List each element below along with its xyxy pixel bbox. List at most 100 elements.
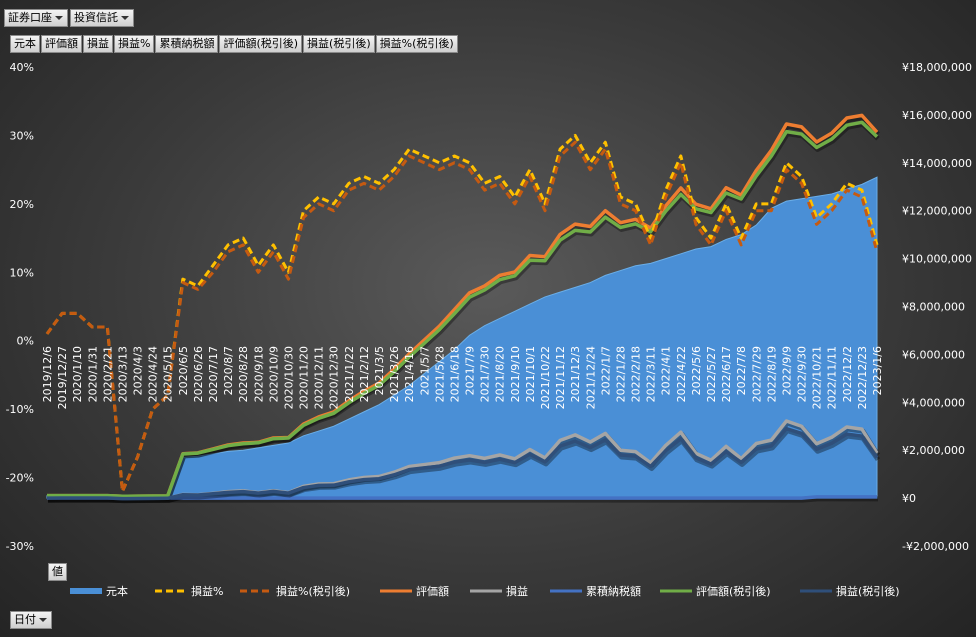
x-tick-label: 2022/9/30: [796, 346, 809, 402]
x-tick-label: 2020/8/28: [237, 346, 250, 402]
x-tick-label: 2021/11/12: [554, 346, 567, 409]
value-field-button[interactable]: 元本: [10, 35, 40, 53]
line-series: [46, 426, 879, 501]
x-tick-label: 2020/2/21: [101, 346, 114, 402]
x-tick-label: 2022/6/17: [720, 346, 733, 402]
values-button[interactable]: 値: [48, 563, 67, 581]
x-tick-label: 2020/10/30: [282, 346, 295, 409]
x-tick-label: 2019/12/6: [41, 346, 54, 402]
x-tick-label: 2022/7/29: [750, 346, 763, 402]
x-tick-label: 2020/5/15: [162, 346, 175, 402]
x-tick-label: 2020/6/5: [177, 346, 190, 395]
x-tick-label: 2022/5/27: [705, 346, 718, 402]
x-tick-label: 2021/6/18: [448, 346, 461, 402]
y-tick-label: -30%: [6, 540, 34, 553]
y-tick-label: 40%: [10, 61, 34, 74]
x-tick-label: 2021/8/20: [494, 346, 507, 402]
y2-tick-label: ¥14,000,000: [902, 157, 972, 170]
x-tick-label: 2021/10/22: [539, 346, 552, 409]
x-tick-label: 2021/5/7: [418, 346, 431, 395]
report-filter-button[interactable]: 投資信託: [70, 9, 134, 27]
line-series: [45, 140, 879, 493]
x-tick-label: 2022/7/8: [735, 346, 748, 395]
y2-tick-label: -¥2,000,000: [902, 540, 969, 553]
x-tick-label: 2022/10/21: [811, 346, 824, 409]
report-filter-button[interactable]: 証券口座: [4, 9, 68, 27]
axis-field-button[interactable]: 日付: [10, 611, 52, 629]
x-tick-label: 2022/3/11: [645, 346, 658, 402]
value-field-button[interactable]: 損益(税引後): [303, 35, 375, 53]
y-tick-label: -10%: [6, 403, 34, 416]
x-tick-label: 2020/9/18: [252, 346, 265, 402]
y-tick-label: 30%: [10, 129, 34, 142]
x-tick-label: 2022/4/22: [675, 346, 688, 402]
value-field-button[interactable]: 損益: [83, 35, 113, 53]
y-tick-label: 20%: [10, 198, 34, 211]
x-tick-label: 2021/4/16: [403, 346, 416, 402]
x-tick-label: 2021/1/22: [343, 346, 356, 402]
x-tick-label: 2022/12/23: [856, 346, 869, 409]
y-tick-label: 10%: [10, 266, 34, 279]
x-tick-label: 2020/3/13: [116, 346, 129, 402]
x-tick-label: 2022/11/11: [826, 346, 839, 409]
x-tick-label: 2020/10/9: [267, 346, 280, 402]
y2-tick-label: ¥6,000,000: [902, 348, 965, 361]
legend-swatch: [70, 588, 102, 594]
x-tick-label: 2021/7/9: [464, 346, 477, 395]
legend-label: 元本: [106, 584, 128, 598]
x-tick-label: 2020/1/10: [71, 346, 84, 402]
x-tick-label: 2021/10/1: [524, 346, 537, 402]
x-tick-label: 2021/7/30: [479, 346, 492, 402]
value-field-button[interactable]: 損益%: [114, 35, 155, 53]
y-tick-label: 0%: [17, 335, 34, 348]
value-field-button[interactable]: 損益%(税引後): [375, 35, 458, 53]
legend-label: 累積納税額: [586, 584, 641, 598]
value-field-button[interactable]: 累積納税額: [155, 35, 219, 53]
button-label: 日付: [14, 613, 36, 626]
legend-label: 損益(税引後): [836, 584, 900, 598]
x-tick-label: 2020/6/26: [192, 346, 205, 402]
x-tick-label: 2022/1/7: [599, 346, 612, 395]
value-field-buttons: 元本 評価額 損益 損益% 累積納税額 評価額(税引後) 損益(税引後) 損益%(税引後): [10, 35, 459, 53]
line-series: [47, 495, 877, 500]
x-tick-label: 2021/5/28: [433, 346, 446, 402]
button-label: 証券口座: [8, 11, 52, 24]
x-tick-label: 2022/8/19: [765, 346, 778, 402]
x-tick-label: 2020/8/7: [222, 346, 235, 395]
legend-label: 損益: [506, 584, 528, 598]
y2-tick-label: ¥10,000,000: [902, 253, 972, 266]
y2-tick-label: ¥18,000,000: [902, 61, 972, 74]
x-tick-label: 2020/12/30: [328, 346, 341, 409]
legend-label: 損益%: [191, 584, 223, 598]
x-tick-label: 2020/4/24: [147, 346, 160, 402]
x-tick-label: 2022/4/1: [660, 346, 673, 395]
x-tick-label: 2020/1/31: [86, 346, 99, 402]
y2-tick-label: ¥4,000,000: [902, 396, 965, 409]
y2-tick-label: ¥2,000,000: [902, 444, 965, 457]
value-field-button[interactable]: 評価額(税引後): [219, 35, 303, 53]
x-tick-label: 2021/12/3: [569, 346, 582, 402]
x-tick-label: 2021/2/12: [358, 346, 371, 402]
x-tick-label: 2020/11/20: [298, 346, 311, 409]
line-shadow: [48, 496, 878, 503]
x-tick-label: 2022/2/18: [630, 346, 643, 402]
y2-tick-label: ¥0: [902, 492, 916, 505]
y2-tick-label: ¥16,000,000: [902, 109, 972, 122]
x-tick-label: 2022/9/9: [780, 346, 793, 395]
x-tick-label: 2019/12/27: [56, 346, 69, 409]
legend-label: 評価額: [416, 584, 449, 598]
value-field-button[interactable]: 評価額: [41, 35, 82, 53]
x-tick-label: 2021/9/10: [509, 346, 522, 402]
y-tick-label: -20%: [6, 472, 34, 485]
x-tick-label: 2021/12/24: [584, 346, 597, 409]
x-tick-label: 2020/12/11: [313, 346, 326, 409]
x-tick-label: 2022/1/28: [614, 346, 627, 402]
x-tick-label: 2020/7/17: [207, 346, 220, 402]
legend-label: 損益%(税引後): [276, 584, 350, 598]
button-label: 投資信託: [74, 11, 118, 24]
x-tick-label: 2022/5/6: [690, 346, 703, 395]
y2-tick-label: ¥8,000,000: [902, 301, 965, 314]
y2-tick-label: ¥12,000,000: [902, 205, 972, 218]
